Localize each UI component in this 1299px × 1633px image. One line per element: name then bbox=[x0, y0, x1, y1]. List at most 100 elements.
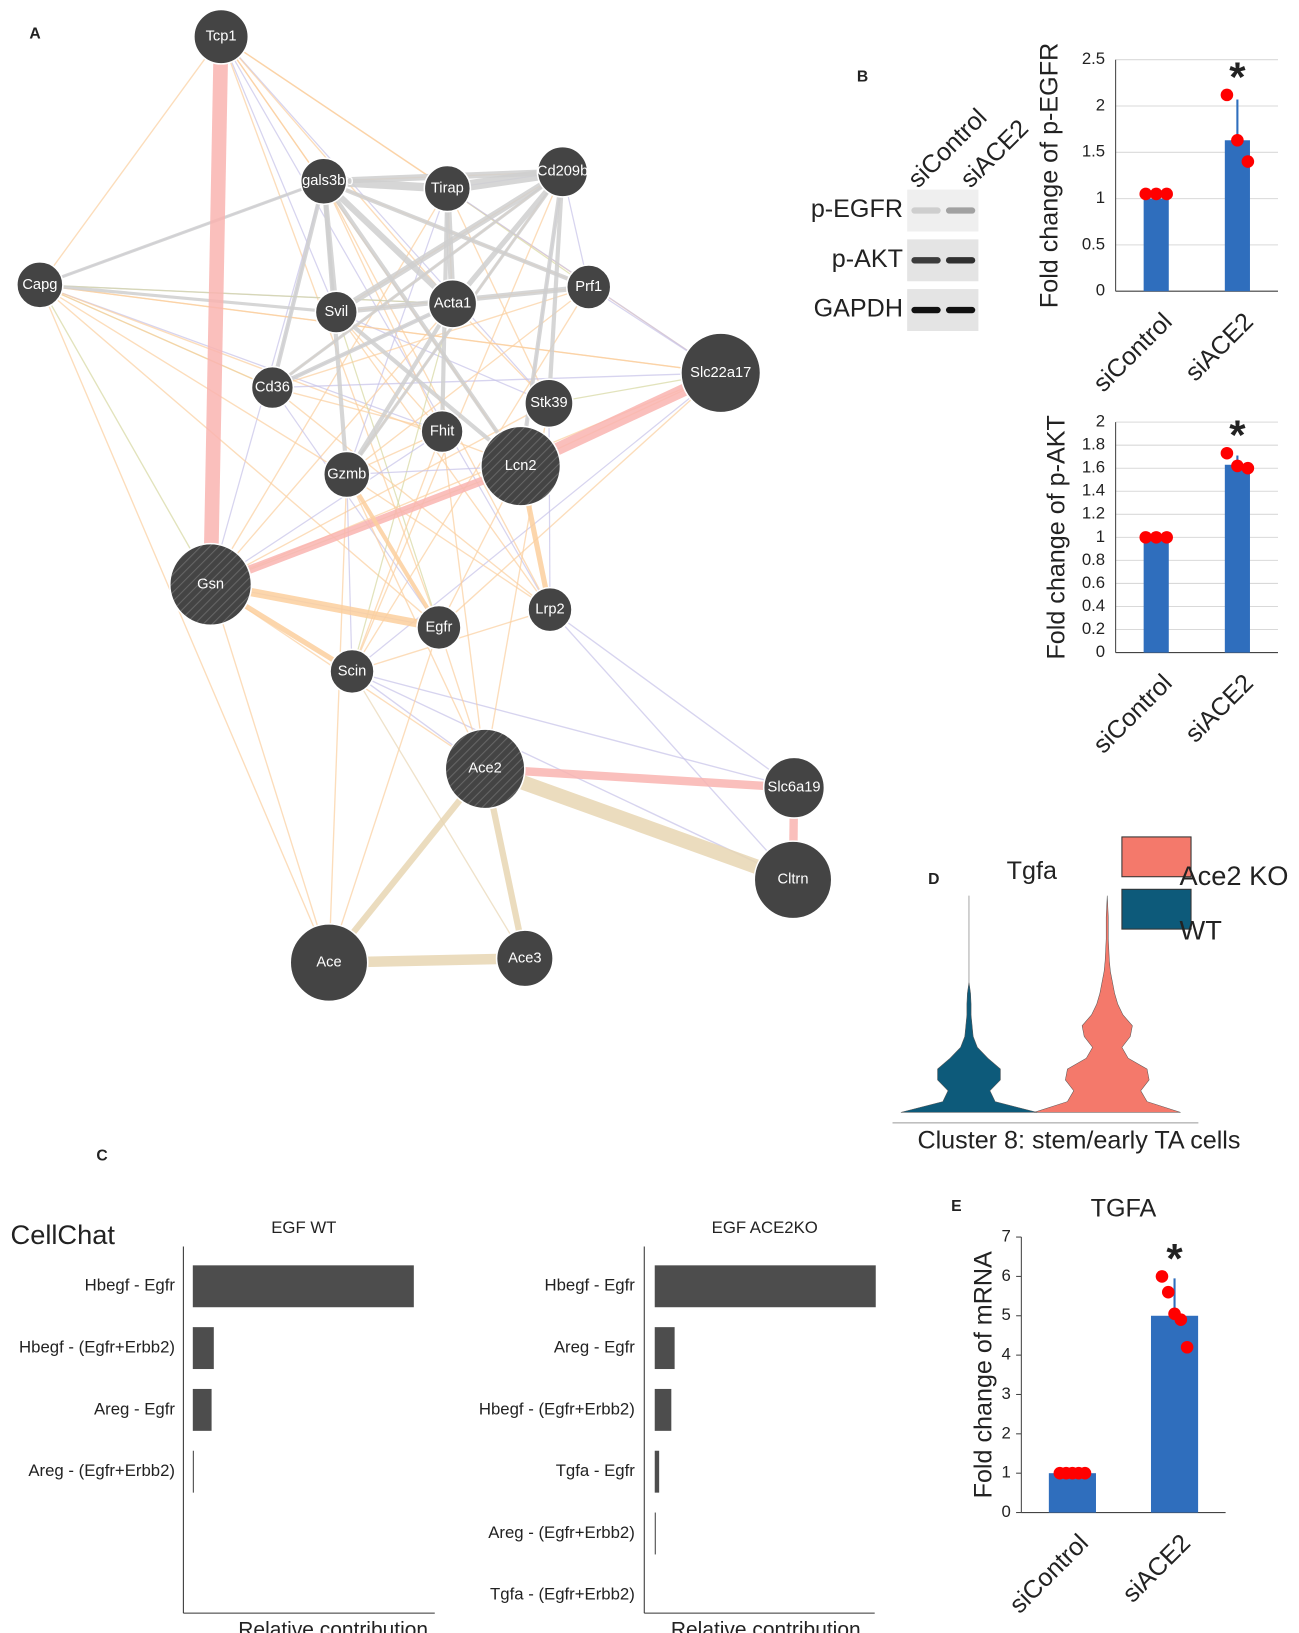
bar bbox=[1144, 199, 1169, 292]
node-label: Cltrn bbox=[778, 872, 809, 888]
x-axis-title: Relative contribution bbox=[238, 1618, 428, 1633]
network-edge bbox=[329, 475, 347, 963]
node-label: Gzmb bbox=[327, 466, 366, 482]
y-tick-label: 1.4 bbox=[1082, 481, 1105, 500]
panel-label: D bbox=[928, 871, 939, 888]
bar bbox=[193, 1265, 414, 1307]
bar bbox=[1225, 465, 1250, 653]
annotation: * bbox=[1166, 1235, 1183, 1282]
legend-label: Ace2 KO bbox=[1180, 860, 1289, 891]
data-point bbox=[1231, 460, 1244, 473]
y-tick-label: 5 bbox=[1002, 1305, 1011, 1324]
node-label: Fhit bbox=[430, 423, 454, 439]
node-label: Ace3 bbox=[508, 950, 541, 966]
y-tick-label: 0.5 bbox=[1082, 234, 1105, 253]
y-tick-label: Tgfa - (Egfr+Erbb2) bbox=[490, 1585, 635, 1604]
node-label: Tirap bbox=[431, 180, 464, 196]
network-edge bbox=[347, 475, 352, 672]
node-label: Gsn bbox=[197, 576, 224, 592]
panel-label: B bbox=[857, 69, 868, 86]
node-label: Scin bbox=[338, 663, 367, 679]
chart-title: TGFA bbox=[1091, 1194, 1157, 1222]
bar bbox=[655, 1389, 672, 1431]
y-tick-label: 6 bbox=[1002, 1266, 1011, 1285]
y-axis-title: Fold change of p-AKT bbox=[1043, 415, 1071, 659]
y-tick-label: 1 bbox=[1002, 1463, 1011, 1482]
y-tick-label: 0.6 bbox=[1082, 573, 1105, 592]
network-edge bbox=[40, 37, 221, 285]
network-edge bbox=[40, 285, 336, 312]
node-label: Tcp1 bbox=[206, 29, 237, 45]
network-edge bbox=[211, 584, 329, 962]
y-tick-label: Areg - Egfr bbox=[554, 1338, 635, 1357]
violin bbox=[901, 896, 1037, 1113]
y-tick-label: Hbegf - Egfr bbox=[545, 1276, 636, 1295]
node-label: Cd36 bbox=[255, 379, 290, 395]
blot-band bbox=[911, 307, 940, 313]
y-tick-label: Areg - Egfr bbox=[94, 1399, 175, 1418]
x-axis-title: Relative contribution bbox=[671, 1618, 861, 1633]
node-label: Lcn2 bbox=[505, 458, 537, 474]
blot-band bbox=[946, 307, 975, 313]
network-edge bbox=[40, 285, 721, 373]
network-edge bbox=[221, 37, 550, 610]
node-label: Prf1 bbox=[575, 279, 602, 295]
node-label: Slc6a19 bbox=[768, 780, 821, 796]
panel-label: C bbox=[96, 1148, 107, 1165]
data-point bbox=[1181, 1341, 1194, 1354]
network-edge bbox=[40, 285, 211, 585]
x-tick-label: siACE2 bbox=[1117, 1529, 1196, 1608]
chart-title: EGF WT bbox=[271, 1218, 336, 1237]
y-tick-label: Hbegf - (Egfr+Erbb2) bbox=[479, 1399, 635, 1418]
data-point bbox=[1160, 531, 1173, 544]
blot-band bbox=[911, 207, 940, 213]
network-edges bbox=[40, 37, 794, 963]
y-tick-label: 7 bbox=[1002, 1226, 1011, 1245]
node-label: Acta1 bbox=[434, 296, 471, 312]
y-tick-label: Areg - (Egfr+Erbb2) bbox=[488, 1523, 635, 1542]
y-tick-label: 2 bbox=[1096, 95, 1105, 114]
legend-label: WT bbox=[1180, 914, 1222, 945]
network-edge bbox=[211, 37, 221, 585]
bar bbox=[193, 1327, 214, 1369]
y-tick-label: 2.5 bbox=[1082, 49, 1105, 68]
y-tick-label: 0.4 bbox=[1082, 596, 1105, 615]
y-tick-label: 1.8 bbox=[1082, 435, 1105, 454]
node-label: Svil bbox=[324, 304, 348, 320]
method-label: CellChat bbox=[11, 1219, 116, 1250]
node-label: Egfr bbox=[426, 619, 453, 635]
y-tick-label: 1 bbox=[1096, 527, 1105, 546]
data-point bbox=[1079, 1467, 1092, 1480]
network-edge bbox=[549, 403, 550, 609]
y-tick-label: Hbegf - (Egfr+Erbb2) bbox=[19, 1338, 175, 1357]
node-label: Stk39 bbox=[530, 395, 567, 411]
bar bbox=[655, 1265, 876, 1307]
y-axis-title: Fold change of p-EGFR bbox=[1035, 43, 1063, 308]
chart-title: Tgfa bbox=[1007, 857, 1057, 885]
x-tick-label: siControl bbox=[1088, 308, 1178, 398]
annotation: * bbox=[1229, 412, 1246, 459]
data-point bbox=[1162, 1286, 1175, 1299]
panel-label: A bbox=[29, 26, 40, 43]
node-label: Ace bbox=[316, 954, 341, 970]
data-point bbox=[1175, 1313, 1188, 1326]
data-point bbox=[1231, 134, 1244, 147]
y-tick-label: 2 bbox=[1002, 1423, 1011, 1442]
blot-band bbox=[946, 257, 975, 263]
y-tick-label: Tgfa - Egfr bbox=[556, 1461, 636, 1480]
y-tick-label: 1.5 bbox=[1082, 142, 1105, 161]
y-tick-label: 0 bbox=[1096, 281, 1105, 300]
network-edge bbox=[550, 610, 794, 788]
blot-band bbox=[946, 207, 975, 213]
bar bbox=[655, 1451, 659, 1493]
row-label: p-EGFR bbox=[811, 195, 903, 223]
y-axis-title: Fold change of mRNA bbox=[969, 1251, 997, 1498]
panel-label: E bbox=[951, 1198, 961, 1215]
data-point bbox=[1242, 462, 1255, 475]
x-tick-label: siACE2 bbox=[1180, 669, 1259, 748]
y-tick-label: 2 bbox=[1096, 412, 1105, 431]
data-point bbox=[1242, 155, 1255, 168]
y-tick-label: 0 bbox=[1096, 642, 1105, 661]
blot-band bbox=[911, 257, 940, 263]
chart-title: EGF ACE2KO bbox=[712, 1218, 818, 1237]
